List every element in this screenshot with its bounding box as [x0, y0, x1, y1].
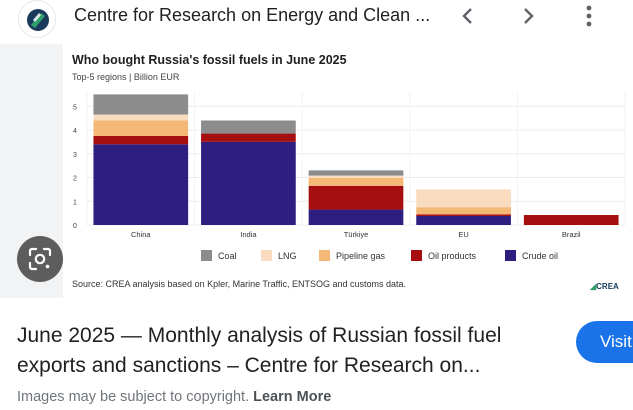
bar-segment — [308, 185, 404, 210]
bar-segment — [201, 133, 296, 142]
legend-swatch — [319, 250, 330, 261]
y-tick-label: 3 — [73, 152, 77, 159]
bar-segment — [201, 141, 296, 225]
chevron-right-icon — [524, 8, 534, 24]
result-header: Centre for Research on Energy and Clean … — [0, 0, 633, 40]
chevron-left-icon — [462, 8, 472, 24]
lens-icon — [28, 247, 52, 271]
bar-segment — [416, 189, 511, 208]
y-tick-label: 0 — [73, 223, 77, 230]
bar-segment — [93, 120, 189, 136]
bar-segment — [93, 94, 189, 115]
bar-segment — [416, 207, 511, 215]
result-title-line-1: June 2025 — Monthly analysis of Russian … — [17, 324, 502, 347]
legend-label: Oil products — [428, 251, 477, 261]
bar-segment — [308, 209, 404, 225]
x-tick-label: Türkiye — [344, 230, 369, 239]
visit-button[interactable]: Visit — [576, 321, 633, 363]
site-title[interactable]: Centre for Research on Energy and Clean … — [74, 5, 431, 25]
legend-swatch — [261, 250, 272, 261]
crea-logo: ◢CREA — [590, 282, 619, 291]
y-tick-label: 2 — [73, 176, 77, 183]
legend-label: Coal — [218, 251, 237, 261]
result-image[interactable]: Who bought Russia's fossil fuels in June… — [0, 44, 633, 298]
bar-segment — [308, 177, 404, 186]
y-tick-label: 4 — [73, 128, 77, 135]
x-tick-label: Brazil — [562, 230, 581, 239]
legend-label: Pipeline gas — [336, 251, 386, 261]
bar-segment — [308, 170, 404, 176]
bar-segment — [93, 114, 189, 121]
more-vert-icon — [586, 5, 592, 27]
y-tick-label: 5 — [73, 104, 77, 111]
stacked-bar-chart: 0 1 2 3 4 5 China India Türkiye EU Brazil Coal LNG Pi… — [73, 92, 626, 261]
legend-label: LNG — [278, 251, 297, 261]
chart-subtitle: Top-5 regions | Billion EUR — [72, 72, 180, 82]
x-tick-label: EU — [458, 230, 468, 239]
google-lens-button[interactable] — [17, 236, 63, 282]
bar-segment — [201, 120, 296, 134]
chart-source: Source: CREA analysis based on Kpler, Ma… — [72, 279, 406, 289]
y-tick-label: 1 — [73, 199, 77, 206]
next-button[interactable] — [514, 2, 542, 30]
bar-segment — [416, 215, 511, 225]
bar-segment — [93, 135, 189, 145]
x-tick-label: India — [240, 230, 257, 239]
copyright-notice: Images may be subject to copyright. Learn… — [17, 389, 331, 405]
legend-swatch — [505, 250, 516, 261]
x-tick-label: China — [131, 230, 151, 239]
result-title-line-2: exports and sanctions – Centre for Resea… — [17, 354, 481, 377]
legend-swatch — [201, 250, 212, 261]
site-logo-icon[interactable] — [18, 0, 56, 38]
bar-segment — [93, 144, 189, 225]
bar-segment — [308, 175, 404, 178]
chart-title: Who bought Russia's fossil fuels in June… — [72, 53, 347, 67]
result-title-link[interactable]: June 2025 — Monthly analysis of Russian … — [17, 321, 557, 381]
chart-card: Who bought Russia's fossil fuels in June… — [63, 44, 633, 298]
legend-label: Crude oil — [522, 251, 558, 261]
learn-more-link[interactable]: Learn More — [253, 389, 332, 405]
copyright-text: Images may be subject to copyright. — [17, 389, 250, 405]
previous-button[interactable] — [454, 2, 482, 30]
bar-segment — [416, 214, 511, 216]
bar-segment — [523, 215, 619, 225]
legend-swatch — [411, 250, 422, 261]
more-options-button[interactable] — [575, 2, 603, 30]
